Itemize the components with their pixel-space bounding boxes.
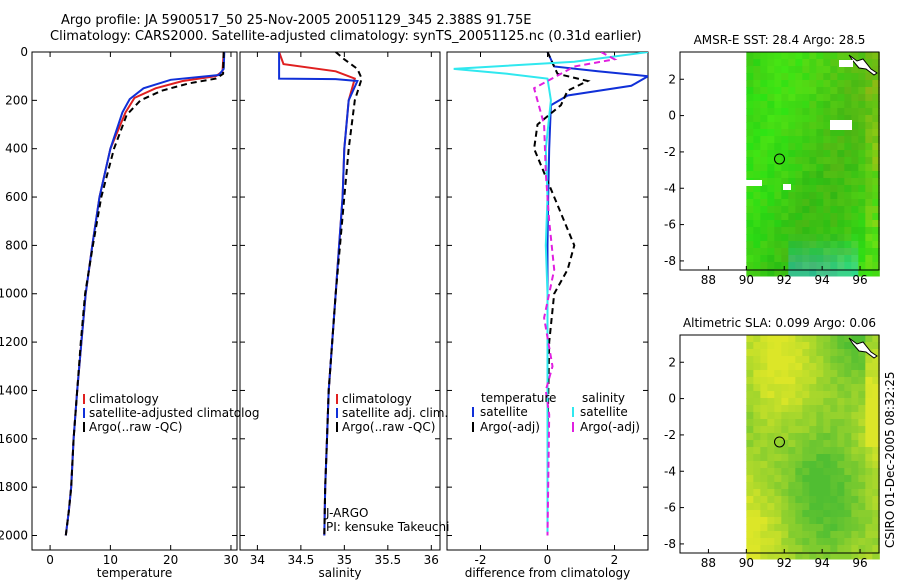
sla_map-ytick-label: -6 <box>664 501 676 515</box>
sla_map-field <box>746 335 880 560</box>
sla_map-ytick-label: 2 <box>668 355 676 369</box>
sst_map-field <box>746 52 880 277</box>
difference-xlabel: difference from climatology <box>465 566 631 580</box>
figure-title-line1: Argo profile: JA 5900517_50 25-Nov-2005 … <box>61 13 532 28</box>
salinity-xtick-label: 35.5 <box>374 553 401 567</box>
salinity-xtick-label: 36 <box>424 553 439 567</box>
temperature-xlabel: temperature <box>97 566 172 580</box>
diff-legend-label: Argo(-adj) <box>580 420 640 434</box>
sst_map-ytick-label: -4 <box>664 181 676 195</box>
sla_map-coastline <box>848 337 878 359</box>
sst-missing-patch <box>839 60 853 67</box>
jargo-annotation: J-ARGO <box>325 506 368 520</box>
difference-xtick-label: 2 <box>611 553 619 567</box>
depth-tick-label: 1400 <box>0 383 28 397</box>
depth-tick-label: 1800 <box>0 480 28 494</box>
sst_map-xtick-label: 88 <box>701 273 716 287</box>
temperature-plot-frame <box>31 51 238 551</box>
diff-legend-label: satellite <box>580 405 628 419</box>
figure-title-line2: Climatology: CARS2000. Satellite-adjuste… <box>50 29 642 44</box>
salinity-plot-frame <box>239 51 441 551</box>
diff-legend-label: satellite <box>480 405 528 419</box>
salinity-legend-label: satellite adj. clim. <box>342 406 448 420</box>
sst_map-ytick-label: -8 <box>664 254 676 268</box>
sla_map-ytick-label: -2 <box>664 428 676 442</box>
sst_map-xtick-label: 94 <box>815 273 830 287</box>
depth-tick-label: 1000 <box>0 287 28 301</box>
temperature-legend-label: climatology <box>89 392 159 406</box>
salinity-xtick-label: 35 <box>337 553 352 567</box>
salinity-series-2 <box>323 52 363 536</box>
salinity-series-group <box>278 52 363 536</box>
difference-series-2 <box>453 52 648 536</box>
sla_map-title: Altimetric SLA: 0.099 Argo: 0.06 <box>683 316 876 330</box>
difference-series-1 <box>533 52 591 536</box>
sla_map-argo-marker <box>774 436 785 448</box>
temperature-xtick-label: 30 <box>223 553 238 567</box>
sst_map-ytick-label: -2 <box>664 145 676 159</box>
temperature-xtick-label: 20 <box>163 553 178 567</box>
sla_map-ytick-label: -8 <box>664 537 676 551</box>
salinity-xtick-label: 34 <box>250 553 265 567</box>
depth-tick-label: 200 <box>5 93 28 107</box>
temperature-legend-label: satellite-adjusted climatolog <box>89 406 259 420</box>
salinity-xlabel: salinity <box>318 566 361 580</box>
depth-tick-label: 2000 <box>0 528 28 542</box>
sst-missing-patch <box>830 120 852 130</box>
pi-annotation: PI: kensuke Takeuchi <box>326 520 449 534</box>
side-stamp-label: CSIRO 01-Dec-2005 08:32:25 <box>883 371 897 548</box>
sst_map-argo-marker <box>774 153 785 165</box>
temperature-xtick-label: 10 <box>103 553 118 567</box>
sst-missing-patch <box>740 180 762 186</box>
difference-series-group <box>453 52 648 536</box>
difference-xtick-label: 0 <box>544 553 552 567</box>
sst_map-xtick-label: 92 <box>777 273 792 287</box>
temperature-series-2 <box>64 52 225 536</box>
sst_map-ytick-label: 0 <box>668 109 676 123</box>
difference-xtick-label: -2 <box>475 553 487 567</box>
depth-tick-label: 600 <box>5 190 28 204</box>
sst_map-ytick-label: 2 <box>668 72 676 86</box>
sla_map-ytick-label: -4 <box>664 464 676 478</box>
depth-tick-label: 1600 <box>0 432 28 446</box>
salinity-legend-label: climatology <box>342 392 412 406</box>
sst_map-xtick-label: 96 <box>852 273 867 287</box>
diff-legend-label: Argo(-adj) <box>480 420 540 434</box>
temperature-series-group <box>64 52 226 536</box>
sla_map-frame <box>679 334 880 554</box>
sla_map-xtick-label: 94 <box>815 556 830 570</box>
depth-tick-label: 0 <box>20 45 28 59</box>
diff-legend-title-temperature: temperature <box>481 391 556 405</box>
sla_map-xtick-label: 96 <box>852 556 867 570</box>
depth-tick-label: 400 <box>5 142 28 156</box>
depth-tick-label: 800 <box>5 238 28 252</box>
sst_map-coastline <box>848 54 878 76</box>
sla_map-ytick-label: 0 <box>668 392 676 406</box>
diff-legend-title-salinity: salinity <box>582 391 625 405</box>
depth-tick-label: 1200 <box>0 335 28 349</box>
sst_map-ytick-label: -6 <box>664 218 676 232</box>
temperature-xtick-label: 0 <box>46 553 54 567</box>
sst-missing-patch <box>783 184 791 190</box>
sst_map-frame <box>679 51 880 271</box>
sla_map-xtick-label: 90 <box>739 556 754 570</box>
salinity-legend-label: Argo(..raw -QC) <box>342 420 435 434</box>
temperature-legend-label: Argo(..raw -QC) <box>89 420 182 434</box>
salinity-xtick-label: 34.5 <box>288 553 315 567</box>
sst_map-title: AMSR-E SST: 28.4 Argo: 28.5 <box>694 33 866 47</box>
sla_map-xtick-label: 88 <box>701 556 716 570</box>
sst_map-xtick-label: 90 <box>739 273 754 287</box>
sla_map-xtick-label: 92 <box>777 556 792 570</box>
